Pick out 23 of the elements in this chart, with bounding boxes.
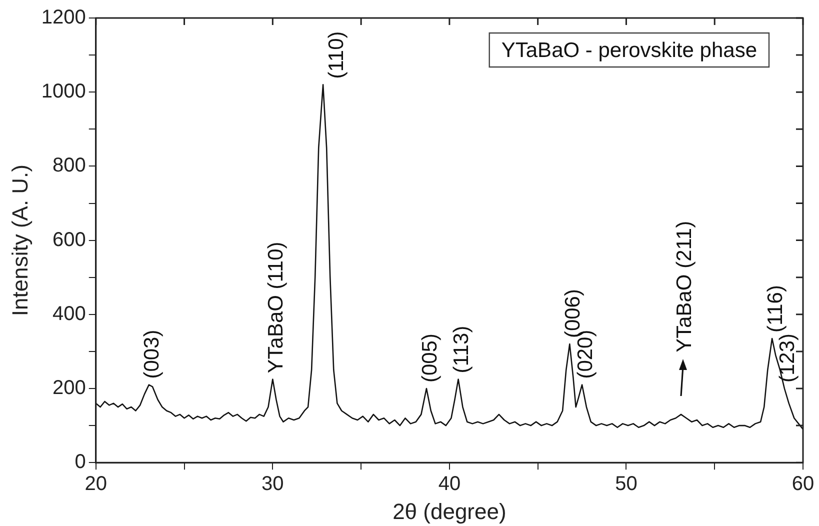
x-tick-label: 30 [262, 473, 284, 496]
annotation: (116) [764, 285, 787, 332]
x-axis-title: 2θ (degree) [392, 498, 506, 524]
annotation: (110) [324, 31, 348, 79]
annotation: (113) [450, 326, 474, 374]
annotation: YTaBaO (211) [672, 220, 696, 352]
y-tick-label: 1200 [41, 6, 86, 29]
y-tick-label: 600 [52, 228, 86, 251]
y-axis-title: Intensity (A. U.) [7, 164, 32, 316]
y-tick-label: 200 [52, 377, 86, 400]
x-tick-label: 20 [84, 473, 108, 496]
x-tick-label: 50 [615, 473, 638, 496]
y-tick-label: 400 [52, 302, 86, 325]
y-tick-label: 0 [74, 451, 86, 474]
y-tick-label: 800 [52, 154, 86, 177]
annotation: (003) [140, 330, 164, 379]
annotation: (005) [418, 333, 442, 382]
annotation: YTaBaO - perovskite phase [501, 38, 758, 62]
annotation: YTaBaO (110) [264, 242, 288, 374]
x-tick-label: 40 [438, 473, 461, 496]
annotation: (123) [776, 333, 800, 382]
x-tick-label: 60 [792, 473, 814, 496]
y-tick-label: 1000 [41, 80, 86, 103]
